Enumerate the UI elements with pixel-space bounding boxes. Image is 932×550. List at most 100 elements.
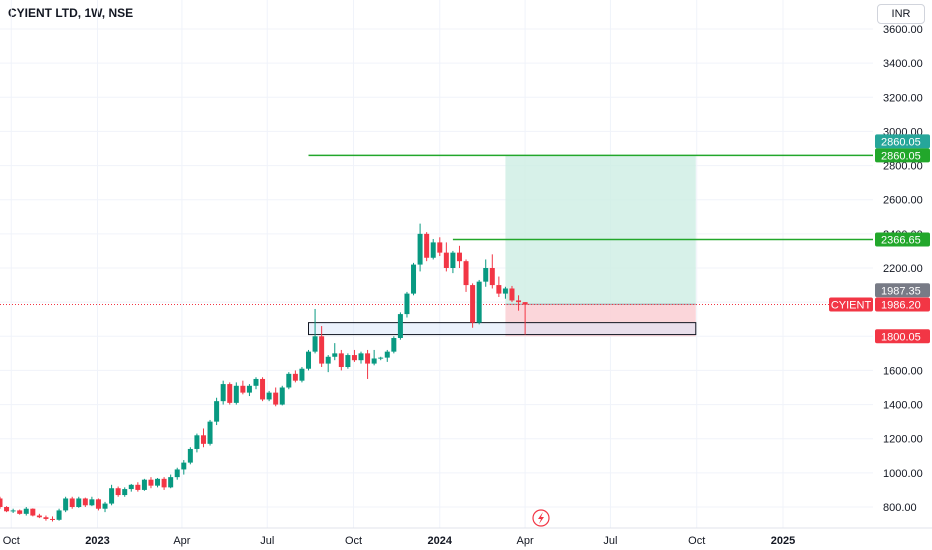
- flash-event-icon[interactable]: [532, 509, 550, 527]
- horizontal-levels[interactable]: [0, 154, 873, 305]
- candle: [476, 279, 482, 325]
- candle: [450, 250, 456, 274]
- candle-body: [279, 387, 285, 405]
- candle-body: [50, 518, 56, 520]
- candle-body: [260, 378, 266, 400]
- candle: [502, 286, 508, 299]
- candle-body: [63, 498, 69, 511]
- candle: [76, 496, 82, 508]
- x-tick-label: Oct: [345, 535, 362, 547]
- candle: [351, 349, 357, 362]
- target-price-tag-text: 2860.05: [881, 136, 921, 148]
- candle-body: [17, 510, 23, 514]
- x-tick-label: 2023: [85, 535, 109, 547]
- candle-body: [273, 392, 279, 405]
- candle-body: [36, 515, 42, 518]
- candle-body: [135, 484, 141, 490]
- candle-body: [109, 488, 115, 504]
- candle: [23, 507, 29, 516]
- candle-body: [227, 384, 233, 403]
- candle: [319, 326, 325, 368]
- candle-body: [233, 385, 239, 403]
- candle: [273, 387, 279, 407]
- candle: [391, 336, 397, 354]
- candle: [417, 223, 423, 272]
- level-price-tag-text: 2860.05: [881, 150, 921, 162]
- entry-price-tag: 1987.35: [875, 283, 930, 298]
- candle: [36, 513, 42, 519]
- candle-body: [4, 507, 10, 512]
- candle: [82, 497, 88, 507]
- candle-body: [437, 242, 443, 253]
- candle-body: [496, 285, 502, 294]
- candle-body: [470, 285, 476, 323]
- candle: [470, 283, 476, 328]
- support-box[interactable]: [308, 322, 697, 336]
- candle: [122, 487, 128, 497]
- candle-body: [220, 384, 226, 402]
- candle: [509, 285, 515, 303]
- x-tick-label: Apr: [173, 535, 190, 547]
- position-zones[interactable]: [308, 155, 697, 337]
- candle-body: [69, 498, 75, 507]
- candle: [50, 516, 56, 522]
- candle: [253, 377, 259, 390]
- level-price-tag: 2366.65: [875, 232, 930, 247]
- candle: [279, 385, 285, 406]
- candle: [233, 382, 239, 405]
- candle-body: [325, 356, 331, 364]
- currency-button[interactable]: INR: [877, 4, 925, 24]
- candle: [240, 380, 246, 395]
- candle: [522, 302, 528, 335]
- candle: [141, 478, 147, 491]
- grid: [0, 0, 873, 528]
- candle-body: [115, 488, 121, 496]
- candle: [56, 508, 62, 521]
- candle-body: [502, 288, 508, 294]
- candle: [483, 259, 489, 287]
- candle-body: [10, 510, 16, 512]
- candle: [128, 483, 134, 492]
- candle: [63, 496, 69, 513]
- level-price-tag-text: 2366.65: [881, 235, 921, 247]
- candle-body: [292, 373, 298, 381]
- candle-body: [509, 288, 515, 301]
- candle: [10, 508, 16, 513]
- candle-body: [174, 469, 180, 478]
- level-price-tag-bg: [875, 148, 930, 163]
- symbol-title: CYIENT LTD, 1W, NSE: [8, 6, 134, 20]
- candle: [181, 460, 187, 475]
- candle: [194, 433, 200, 453]
- y-tick-label: 2200.00: [883, 263, 923, 275]
- entry-price-tag-bg: [875, 283, 930, 298]
- candle-body: [246, 385, 252, 393]
- x-tick-label: 2025: [771, 535, 795, 547]
- candle-body: [522, 302, 528, 305]
- candle: [325, 355, 331, 373]
- candle-body: [89, 499, 95, 506]
- y-tick-label: 2600.00: [883, 195, 923, 207]
- candle-body: [155, 478, 161, 486]
- candle-body: [187, 448, 193, 463]
- candle-body: [95, 499, 101, 509]
- axes: 800.00 1000.00 1200.00 1400.00 1600.00 1800.0…: [0, 24, 932, 547]
- candle: [17, 509, 23, 515]
- candle: [338, 349, 344, 371]
- candle-body: [207, 421, 213, 444]
- candle-body: [430, 242, 436, 258]
- candle: [30, 508, 36, 517]
- candle-body: [345, 355, 351, 368]
- candle: [430, 238, 436, 260]
- candle: [306, 349, 312, 371]
- candle-body: [365, 353, 371, 364]
- candle-body: [30, 508, 36, 516]
- candle: [371, 349, 377, 366]
- target-zone[interactable]: [505, 155, 696, 305]
- candle: [443, 242, 449, 272]
- candle: [187, 447, 193, 465]
- candle: [266, 390, 272, 402]
- candle-body: [456, 252, 462, 262]
- candle-body: [56, 510, 62, 520]
- candle-body: [351, 355, 357, 361]
